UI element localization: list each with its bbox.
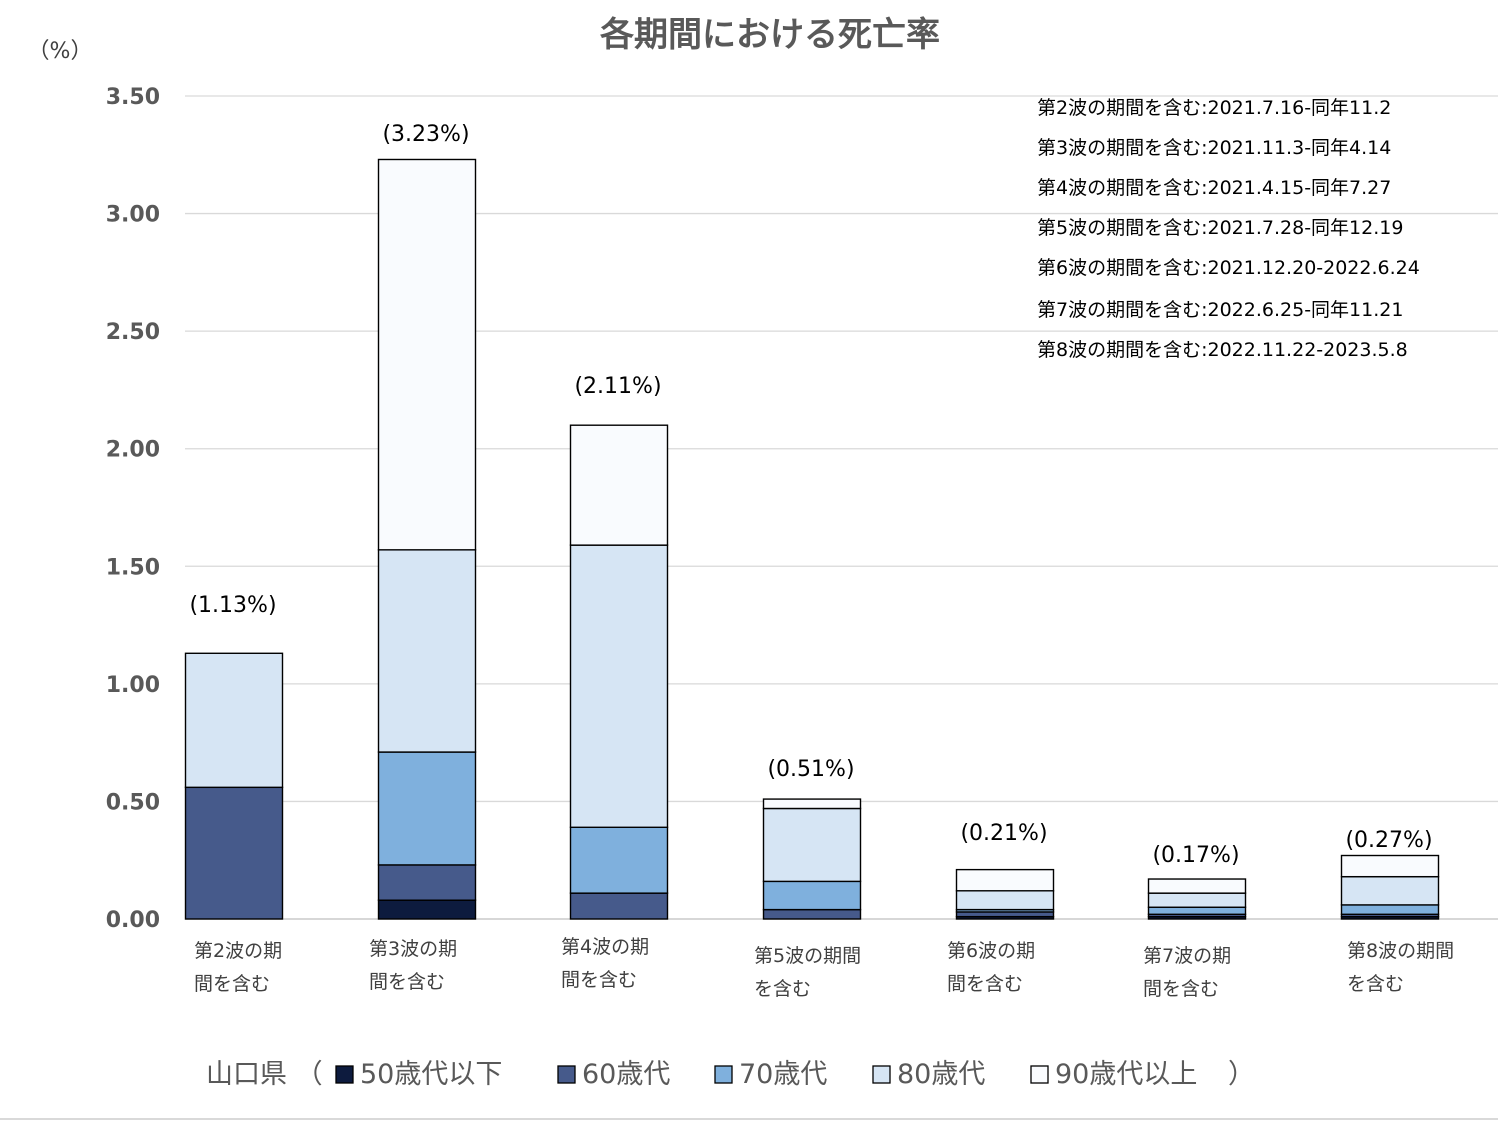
bar-segment bbox=[955, 911, 1055, 918]
x-axis-labels: 第2波の期間を含む 第3波の期間を含む 第4波の期間を含む 第5波の期間を含む 第6波の… bbox=[194, 936, 1454, 1000]
bar-segment bbox=[569, 892, 669, 920]
total-data-label: (1.13%) bbox=[189, 593, 276, 618]
bar-segment bbox=[377, 899, 477, 920]
x-tick-label: 第2波の期間を含む bbox=[194, 940, 282, 995]
legend: 山口県 （ 50歳代以下 60歳代 70歳代 80歳代 90歳代以上 ） bbox=[206, 1059, 1255, 1090]
legend-swatch bbox=[872, 1065, 891, 1084]
legend-label: 60歳代 bbox=[582, 1059, 670, 1090]
period-annotation: 第7波の期間を含む:2022.6.25-同年11.21 bbox=[1037, 299, 1403, 321]
y-tick-label: 2.50 bbox=[106, 320, 160, 345]
x-tick-label: 第7波の期間を含む bbox=[1143, 945, 1231, 1000]
bar-segment bbox=[762, 880, 862, 911]
bar-segment bbox=[184, 786, 284, 920]
bar-stack bbox=[184, 652, 284, 920]
bar-segment bbox=[569, 826, 669, 894]
x-tick-label: 第8波の期間を含む bbox=[1347, 940, 1454, 995]
bar-segment bbox=[184, 652, 284, 789]
legend-label: 80歳代 bbox=[897, 1059, 985, 1090]
legend-swatch bbox=[557, 1065, 576, 1084]
bar-stack bbox=[377, 158, 477, 920]
x-tick-label: 第5波の期間を含む bbox=[754, 945, 861, 1000]
total-data-label: (2.11%) bbox=[574, 374, 661, 399]
total-data-label: (0.21%) bbox=[960, 821, 1047, 846]
period-annotation: 第5波の期間を含む:2021.7.28-同年12.19 bbox=[1037, 217, 1403, 239]
total-data-label: (3.23%) bbox=[382, 122, 469, 147]
total-data-label: (0.27%) bbox=[1345, 828, 1432, 853]
legend-label: 90歳代以上 bbox=[1055, 1059, 1197, 1090]
y-unit-label: （%） bbox=[28, 39, 93, 64]
legend-swatch bbox=[335, 1065, 354, 1084]
x-tick-label: 第6波の期間を含む bbox=[947, 940, 1035, 995]
period-annotation: 第2波の期間を含む:2021.7.16-同年11.2 bbox=[1037, 97, 1391, 119]
chart-title: 各期間における死亡率 bbox=[600, 15, 940, 55]
period-annotations: 第2波の期間を含む:2021.7.16-同年11.2 第3波の期間を含む:2021… bbox=[1037, 97, 1420, 361]
bar-segment bbox=[377, 751, 477, 866]
bar-segment bbox=[377, 864, 477, 901]
y-tick-label: 1.50 bbox=[106, 555, 160, 580]
period-annotation: 第6波の期間を含む:2021.12.20-2022.6.24 bbox=[1037, 257, 1420, 279]
bar-stack bbox=[762, 798, 862, 920]
x-tick-label: 第3波の期間を含む bbox=[369, 938, 457, 993]
legend-label: 50歳代以下 bbox=[360, 1059, 502, 1090]
x-tick-label: 第4波の期間を含む bbox=[561, 936, 649, 991]
legend-suffix: ） bbox=[1228, 1059, 1255, 1090]
period-annotation: 第3波の期間を含む:2021.11.3-同年4.14 bbox=[1037, 137, 1391, 159]
bar-segment bbox=[1147, 892, 1247, 908]
period-annotation: 第8波の期間を含む:2022.11.22-2023.5.8 bbox=[1037, 339, 1408, 361]
total-labels: (1.13%) (3.23%) (2.11%) (0.51%) (0.21%) (0.17… bbox=[189, 122, 1432, 868]
bar-segment bbox=[1340, 904, 1440, 915]
bar-segment bbox=[1147, 906, 1247, 915]
y-tick-label: 2.00 bbox=[106, 438, 160, 463]
bar-segment bbox=[1147, 878, 1247, 894]
bar-segment bbox=[955, 890, 1055, 911]
legend-label: 70歳代 bbox=[739, 1059, 827, 1090]
bar-stack bbox=[955, 868, 1055, 920]
bottom-divider bbox=[0, 1118, 1498, 1120]
legend-swatch bbox=[1030, 1065, 1049, 1084]
bar-segment bbox=[762, 798, 862, 810]
legend-swatch bbox=[714, 1065, 733, 1084]
y-tick-label: 3.00 bbox=[106, 203, 160, 228]
bar-segment bbox=[762, 807, 862, 883]
y-tick-label: 3.50 bbox=[106, 85, 160, 110]
y-tick-label: 1.00 bbox=[106, 673, 160, 698]
total-data-label: (0.51%) bbox=[767, 757, 854, 782]
bar-segment bbox=[569, 544, 669, 828]
bars bbox=[184, 158, 1440, 920]
y-tick-label: 0.00 bbox=[106, 908, 160, 933]
bar-stack bbox=[1147, 878, 1247, 920]
bar-segment bbox=[377, 549, 477, 753]
y-axis-ticks: 0.00 0.50 1.00 1.50 2.00 2.50 3.00 3.50 bbox=[106, 85, 160, 933]
bar-segment bbox=[1340, 875, 1440, 906]
total-data-label: (0.17%) bbox=[1152, 843, 1239, 868]
bar-segment bbox=[762, 908, 862, 920]
bar-segment bbox=[1340, 854, 1440, 878]
legend-prefix: 山口県 （ bbox=[206, 1059, 323, 1090]
bar-stack bbox=[569, 424, 669, 920]
bar-segment bbox=[377, 158, 477, 551]
bar-segment bbox=[569, 424, 669, 546]
bar-segment bbox=[955, 868, 1055, 892]
period-annotation: 第4波の期間を含む:2021.4.15-同年7.27 bbox=[1037, 177, 1391, 199]
y-tick-label: 0.50 bbox=[106, 790, 160, 815]
bar-stack bbox=[1340, 854, 1440, 920]
